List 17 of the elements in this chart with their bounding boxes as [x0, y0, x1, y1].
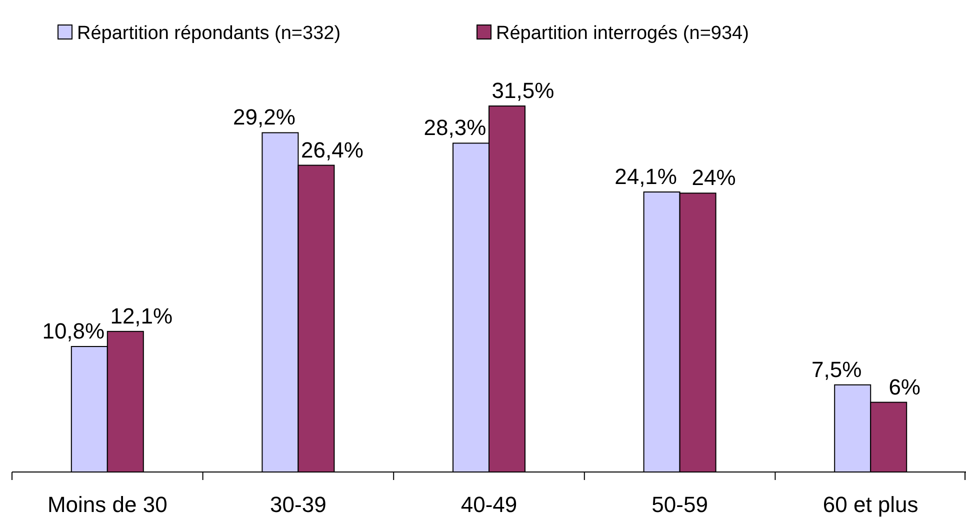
data-label: 26,4%: [301, 137, 364, 162]
legend-label: Répartition répondants (n=332): [77, 23, 341, 44]
data-label: 31,5%: [492, 78, 554, 103]
data-label: 10,8%: [42, 318, 105, 344]
x-tick-label: 40-49: [460, 492, 518, 517]
legend-label: Répartition interrogés (n=934): [496, 23, 749, 44]
x-tick-label: 60 et plus: [822, 492, 918, 517]
data-label: 24,1%: [614, 164, 677, 189]
data-label: 28,3%: [424, 115, 486, 140]
data-label: 29,2%: [233, 104, 296, 130]
x-tick-label: 50-59: [652, 492, 708, 517]
data-label: 7,5%: [812, 356, 862, 382]
data-label: 6%: [888, 374, 920, 400]
data-label: 24%: [692, 165, 736, 190]
x-tick-label: Moins de 30: [47, 492, 168, 517]
data-label: 12,1%: [110, 303, 173, 328]
x-tick-label: 30-39: [270, 492, 326, 517]
